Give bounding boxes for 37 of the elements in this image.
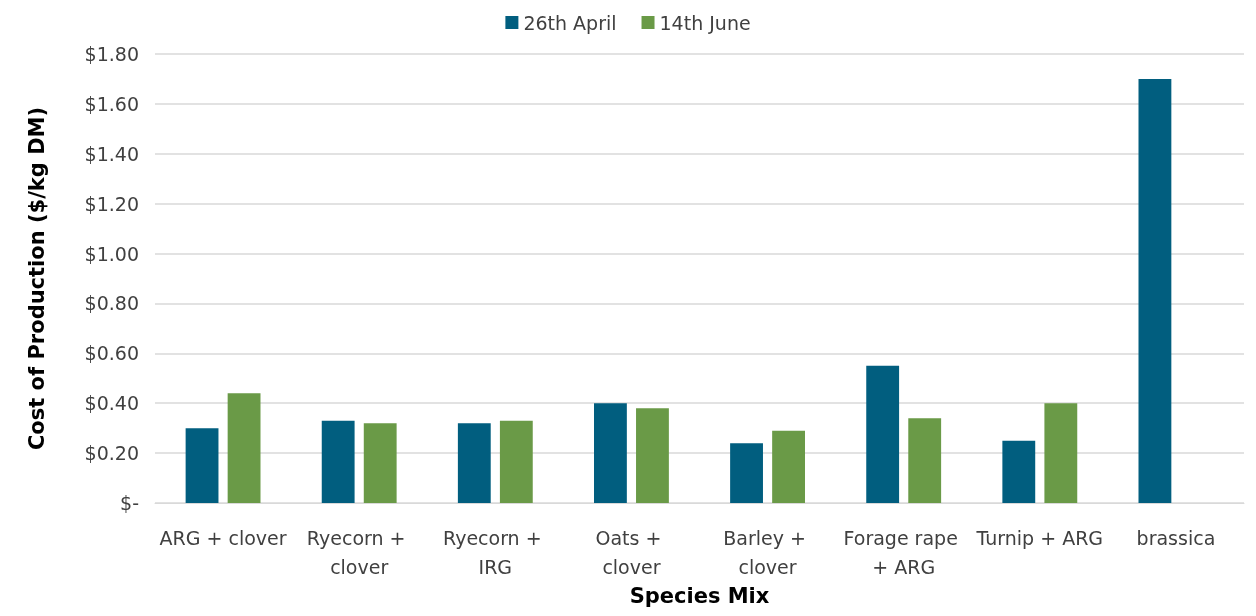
x-tick-label: Ryecorn + clover (306, 526, 412, 578)
y-tick-label: $0.60 (84, 342, 139, 365)
y-axis-title: Cost of Production ($/kg DM) (24, 106, 49, 451)
y-tick-label: $1.60 (84, 92, 139, 115)
y-tick-label: $1.80 (84, 43, 139, 65)
bar (499, 420, 533, 503)
bar (363, 423, 397, 503)
x-tick-label: brassica (1136, 526, 1216, 549)
x-axis-title: Species Mix (629, 584, 770, 609)
bar (185, 428, 219, 503)
bar (321, 420, 355, 503)
x-tick-label: Oats + clover (595, 526, 668, 578)
bar (730, 443, 763, 503)
y-tick-label: $1.20 (84, 192, 139, 215)
bar (636, 408, 669, 503)
y-tick-label: $0.40 (84, 392, 139, 415)
x-tick-label: Turnip + ARG (975, 526, 1104, 549)
x-tick-label: Forage rape + ARG (843, 526, 964, 578)
bar (866, 365, 900, 503)
legend-label: 14th June (659, 11, 751, 34)
bar (1138, 78, 1172, 503)
y-tick-label: $0.80 (84, 292, 139, 315)
bar (1002, 440, 1036, 503)
bar (594, 403, 627, 503)
legend-label: 26th April (523, 11, 617, 34)
bar (227, 393, 261, 503)
y-tick-label: $1.00 (84, 242, 139, 265)
bar (772, 430, 805, 503)
y-tick-label: $1.40 (84, 142, 139, 165)
y-tick-label: $0.20 (84, 442, 139, 465)
bar (908, 418, 942, 503)
x-tick-label: ARG + clover (159, 526, 287, 549)
y-tick-label: $- (120, 492, 139, 514)
bar (457, 423, 491, 503)
x-tick-label: Ryecorn + IRG (442, 526, 548, 578)
bar (1044, 403, 1078, 503)
x-tick-label: Barley + clover (723, 526, 812, 578)
